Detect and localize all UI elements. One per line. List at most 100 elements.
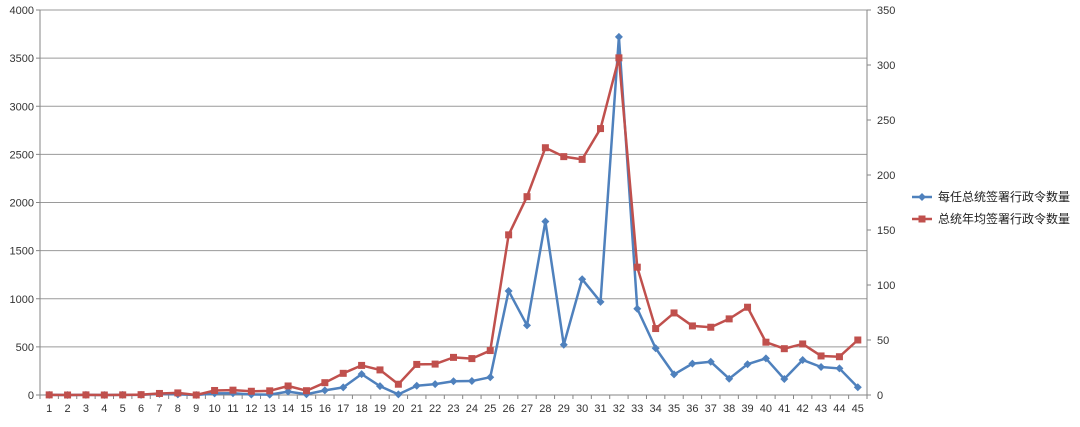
x-tick-label: 7 (156, 403, 162, 415)
x-tick-label: 45 (852, 403, 864, 415)
x-tick-label: 27 (521, 403, 533, 415)
x-tick-label: 32 (613, 403, 625, 415)
x-tick-label: 44 (833, 403, 845, 415)
series-1-point (394, 390, 403, 399)
series-1-point (357, 370, 366, 379)
series-2-point (229, 386, 237, 394)
x-tick-label: 3 (83, 403, 89, 415)
series-2 (45, 54, 862, 399)
series-1-point (523, 321, 532, 330)
series-1-point (761, 354, 770, 363)
legend-label-series-1: 每任总统签署行政令数量 (938, 189, 1070, 204)
right-tick-label: 350 (877, 5, 895, 17)
series-2-point (192, 391, 200, 399)
x-tick-label: 12 (245, 403, 257, 415)
x-tick-label: 34 (650, 403, 662, 415)
x-tick-label: 41 (778, 403, 790, 415)
series-1-point (284, 387, 293, 396)
series-2-point (762, 338, 770, 346)
right-axis-tick-labels: 0 50 100 150 200 250 300 350 (877, 5, 895, 402)
series-2-point (670, 309, 678, 317)
x-tick-label: 25 (484, 403, 496, 415)
series-2-point (688, 322, 696, 330)
x-tick-label: 23 (447, 403, 459, 415)
x-tick-label: 35 (668, 403, 680, 415)
x-tick-label: 8 (175, 403, 181, 415)
series-2-point (211, 386, 219, 394)
series-2-point (358, 361, 366, 369)
series-2-point (780, 345, 788, 353)
x-axis-tick-labels: 1 2 3 4 5 6 7 8 9 10 11 12 13 14 15 16 17 18 19 20 21 22 23 24 2… (46, 403, 864, 415)
series-1-point (706, 357, 715, 366)
right-tick-label: 250 (877, 115, 895, 127)
x-tick-label: 42 (797, 403, 809, 415)
series-1-point (798, 355, 807, 364)
x-tick-label: 29 (558, 403, 570, 415)
series-2-point (119, 391, 127, 399)
series-2-point (468, 355, 476, 363)
series-2-point (394, 380, 402, 388)
series-1-point (431, 380, 440, 389)
x-tick-label: 20 (392, 403, 404, 415)
legend-item-series-1: 每任总统签署行政令数量 (912, 189, 1070, 204)
left-axis-tick-labels: 0 500 1000 1500 2000 2500 3000 3500 4000 (10, 5, 34, 402)
right-tick-label: 300 (877, 60, 895, 72)
series-2-line (49, 56, 859, 397)
series-2-point (376, 366, 384, 374)
series-1-point (596, 297, 605, 306)
x-tick-label: 17 (337, 403, 349, 415)
series-1-point (651, 344, 660, 353)
series-1-point (688, 359, 697, 368)
series-2-point (284, 382, 292, 390)
x-tick-label: 2 (65, 403, 71, 415)
series-1-point (559, 340, 568, 349)
series-2-point (413, 360, 421, 368)
series-1-point (504, 286, 513, 295)
series-1-point (670, 370, 679, 379)
series-2-point (64, 391, 72, 399)
series-2-point (744, 303, 752, 311)
series-2-point (45, 391, 53, 399)
series-2-point (100, 391, 108, 399)
series-1-point (449, 377, 458, 386)
x-tick-label: 16 (319, 403, 331, 415)
legend-label-series-2: 总统年均签署行政令数量 (938, 211, 1070, 226)
series-2-point (541, 144, 549, 152)
series-2-point (652, 325, 660, 333)
x-tick-label: 30 (576, 403, 588, 415)
right-tick-label: 50 (877, 335, 889, 347)
x-tick-label: 21 (411, 403, 423, 415)
right-tick-label: 0 (877, 390, 883, 402)
x-tick-label: 26 (503, 403, 515, 415)
x-tick-label: 39 (741, 403, 753, 415)
x-tick-label: 13 (264, 403, 276, 415)
left-tick-label: 500 (16, 342, 34, 354)
series-2-point (321, 379, 329, 387)
x-tick-label: 19 (374, 403, 386, 415)
series-1-point (725, 374, 734, 383)
x-tick-label: 10 (208, 403, 220, 415)
left-tick-label: 3000 (10, 101, 34, 113)
series-1-point (614, 32, 623, 41)
left-tick-label: 0 (28, 390, 34, 402)
series-2-point (799, 340, 807, 348)
x-tick-label: 37 (705, 403, 717, 415)
x-tick-label: 33 (631, 403, 643, 415)
series-2-point (725, 315, 733, 323)
series-1-point (633, 304, 642, 313)
series-2-point (817, 352, 825, 360)
series-1-point (817, 362, 826, 371)
legend-item-series-2: 总统年均签署行政令数量 (912, 211, 1070, 226)
series-2-point (339, 369, 347, 377)
x-tick-label: 4 (101, 403, 107, 415)
x-tick-label: 36 (686, 403, 698, 415)
x-tick-label: 24 (466, 403, 478, 415)
right-tick-label: 150 (877, 225, 895, 237)
series-1-point (835, 364, 844, 373)
series-1-point (743, 360, 752, 369)
gridlines (40, 9, 867, 348)
series-layer (45, 32, 862, 399)
series-2-point (505, 231, 513, 239)
series-2-point (266, 387, 274, 395)
